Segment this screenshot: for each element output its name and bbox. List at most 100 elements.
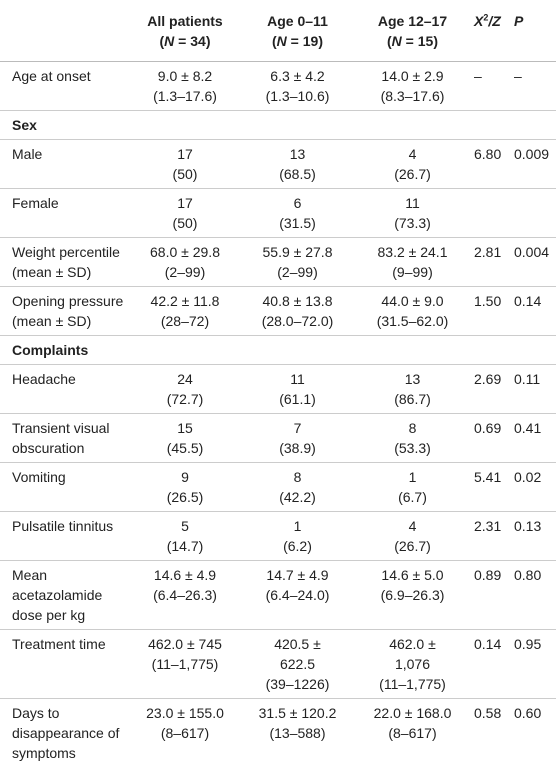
value-cell: 11(73.3) bbox=[355, 189, 470, 238]
cell-line: 4 bbox=[355, 144, 470, 164]
cell-line: 1 bbox=[240, 516, 355, 536]
header-empty bbox=[0, 0, 130, 62]
cell-line: (1.3–17.6) bbox=[130, 86, 240, 106]
cell-line: 1,076 bbox=[355, 654, 470, 674]
cell-line: 31.5 ± 120.2 bbox=[240, 703, 355, 723]
stat-cell: 1.50 bbox=[470, 287, 510, 336]
label-line: dose per kg bbox=[12, 605, 130, 625]
cell-line: (28.0–72.0) bbox=[240, 311, 355, 331]
stat-cell: 2.69 bbox=[470, 365, 510, 414]
cell-line: 6 bbox=[240, 193, 355, 213]
cell-line: 9.0 ± 8.2 bbox=[130, 66, 240, 86]
column-title: All patients bbox=[130, 11, 240, 31]
n-post: = 19) bbox=[287, 33, 323, 49]
cell-line: 420.5 ± bbox=[240, 634, 355, 654]
cell-line: (6.2) bbox=[240, 536, 355, 556]
p-cell: 0.13 bbox=[510, 512, 556, 561]
cell-line: 6.80 bbox=[474, 144, 510, 164]
cell-line: 0.41 bbox=[514, 418, 556, 438]
cell-line: 83.2 ± 24.1 bbox=[355, 242, 470, 262]
cell-line: (86.7) bbox=[355, 389, 470, 409]
cell-line: 7 bbox=[240, 418, 355, 438]
p-cell: 0.60 bbox=[510, 699, 556, 767]
cell-line: 68.0 ± 29.8 bbox=[130, 242, 240, 262]
cell-line: (50) bbox=[130, 213, 240, 233]
cell-line: (68.5) bbox=[240, 164, 355, 184]
n-post: = 34) bbox=[174, 33, 210, 49]
cell-line: 5.41 bbox=[474, 467, 510, 487]
cell-line: (11–1,775) bbox=[130, 654, 240, 674]
value-cell: 14.6 ± 5.0(6.9–26.3) bbox=[355, 561, 470, 630]
p-cell: 0.41 bbox=[510, 414, 556, 463]
value-cell: 5(14.7) bbox=[130, 512, 240, 561]
cell-line: 0.004 bbox=[514, 242, 556, 262]
cell-line: – bbox=[514, 66, 556, 86]
value-cell: 9(26.5) bbox=[130, 463, 240, 512]
cell-line: 0.69 bbox=[474, 418, 510, 438]
cell-line: 0.02 bbox=[514, 467, 556, 487]
cell-line: (6.9–26.3) bbox=[355, 585, 470, 605]
cell-line: 0.14 bbox=[474, 634, 510, 654]
value-cell: 4(26.7) bbox=[355, 140, 470, 189]
row-label: Headache bbox=[0, 365, 130, 414]
value-cell: 11(61.1) bbox=[240, 365, 355, 414]
cell-line: (11–1,775) bbox=[355, 674, 470, 694]
row-label: Age at onset bbox=[0, 62, 130, 111]
value-cell: 24(72.7) bbox=[130, 365, 240, 414]
header-row: All patients(N = 34)Age 0–11(N = 19)Age … bbox=[0, 0, 556, 62]
cell-line: 2.81 bbox=[474, 242, 510, 262]
label-line: Transient visual bbox=[12, 418, 130, 438]
cell-line: 622.5 bbox=[240, 654, 355, 674]
cell-line: 24 bbox=[130, 369, 240, 389]
p-cell: 0.004 bbox=[510, 238, 556, 287]
row-label: Male bbox=[0, 140, 130, 189]
value-cell: 1(6.7) bbox=[355, 463, 470, 512]
cell-line: 1 bbox=[355, 467, 470, 487]
p-cell: 0.009 bbox=[510, 140, 556, 189]
column-n: (N = 19) bbox=[240, 31, 355, 51]
column-header: All patients(N = 34) bbox=[130, 0, 240, 62]
label-line: Mean bbox=[12, 565, 130, 585]
column-n: (N = 15) bbox=[355, 31, 470, 51]
cell-line: 42.2 ± 11.8 bbox=[130, 291, 240, 311]
cell-line: (72.7) bbox=[130, 389, 240, 409]
column-title: Age 12–17 bbox=[355, 11, 470, 31]
value-cell: 7(38.9) bbox=[240, 414, 355, 463]
stat-cell: 2.31 bbox=[470, 512, 510, 561]
section-row: Complaints bbox=[0, 336, 556, 365]
value-cell: 4(26.7) bbox=[355, 512, 470, 561]
cell-line: (45.5) bbox=[130, 438, 240, 458]
cell-line: 14.7 ± 4.9 bbox=[240, 565, 355, 585]
cell-line: 15 bbox=[130, 418, 240, 438]
cell-line: 23.0 ± 155.0 bbox=[130, 703, 240, 723]
stat-cell bbox=[470, 189, 510, 238]
cell-line: 0.95 bbox=[514, 634, 556, 654]
value-cell: 8(42.2) bbox=[240, 463, 355, 512]
n-var: N bbox=[392, 33, 402, 49]
cell-line: (53.3) bbox=[355, 438, 470, 458]
value-cell: 22.0 ± 168.0(8–617) bbox=[355, 699, 470, 767]
value-cell: 420.5 ±622.5(39–1226) bbox=[240, 630, 355, 699]
cell-line: 6.3 ± 4.2 bbox=[240, 66, 355, 86]
cell-line: (61.1) bbox=[240, 389, 355, 409]
stat-cell: 5.41 bbox=[470, 463, 510, 512]
n-var: N bbox=[164, 33, 174, 49]
cell-line: (2–99) bbox=[240, 262, 355, 282]
p-label: P bbox=[514, 13, 523, 29]
p-cell: 0.11 bbox=[510, 365, 556, 414]
cell-line: 14.6 ± 4.9 bbox=[130, 565, 240, 585]
cell-line: 13 bbox=[240, 144, 355, 164]
